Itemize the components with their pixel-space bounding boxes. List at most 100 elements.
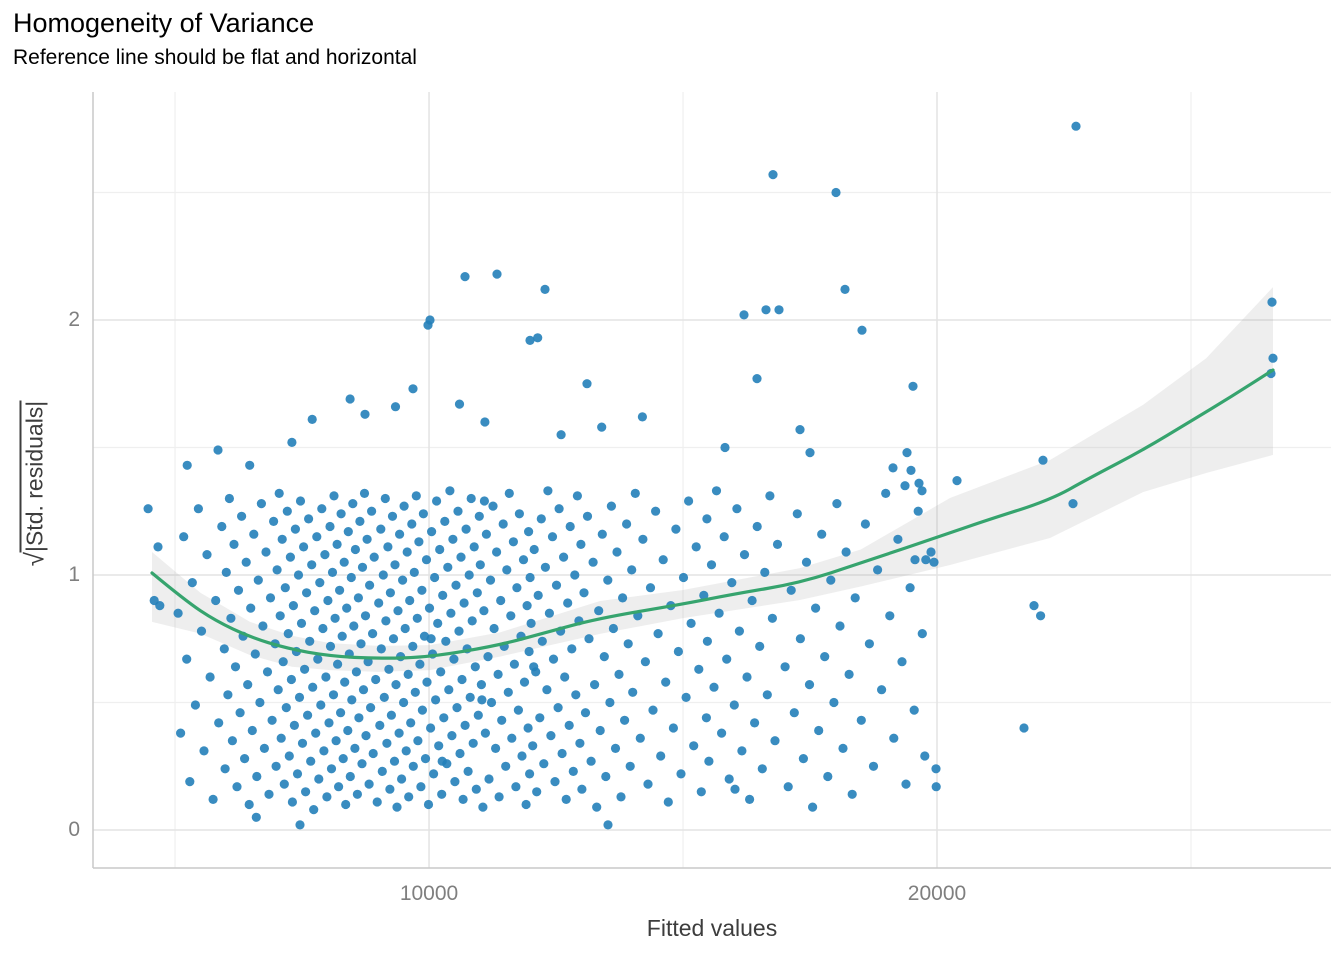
data-point [811,603,821,613]
data-point [333,659,343,669]
data-point [409,567,419,578]
data-point [143,504,153,514]
data-point [480,728,490,738]
data-point [714,608,724,618]
y-tick-label: 2 [68,307,80,331]
data-point [473,710,483,720]
data-point [258,621,268,631]
data-point [727,578,737,588]
data-point [349,621,359,631]
data-point [897,657,907,667]
data-point [1038,455,1048,465]
data-point [267,715,277,725]
data-point [287,797,297,807]
data-point [877,685,887,695]
data-point [921,555,931,565]
data-point [408,761,418,771]
data-point [440,516,450,527]
data-point [398,575,408,585]
data-point [213,445,223,455]
data-point [717,728,727,738]
data-point [561,794,571,805]
data-point [910,555,920,565]
data-point [701,713,712,723]
data-point [314,774,324,784]
data-point [399,697,409,708]
data-point [820,652,830,662]
data-point [584,634,594,644]
data-point [277,534,287,544]
data-point [243,680,253,690]
data-point [347,695,357,705]
data-point [737,746,747,756]
data-point [801,557,812,567]
data-point [389,756,400,766]
data-point [594,606,604,616]
data-point [374,598,384,608]
data-point [755,641,765,652]
data-point [468,738,478,748]
data-point [742,672,752,682]
data-point [301,787,311,797]
data-point [661,677,671,687]
data-point [509,659,519,669]
data-point [342,603,352,613]
x-tick-label: 10000 [399,882,459,905]
data-point [576,539,586,550]
data-point [560,672,570,682]
data-point [353,593,363,603]
data-point [559,552,569,562]
data-point [438,590,448,601]
data-point [381,616,391,626]
data-point [371,674,381,685]
data-point [1268,353,1278,363]
data-point [588,557,598,567]
data-point [315,578,325,588]
data-point [441,636,451,646]
data-point [772,539,783,550]
data-point [747,595,757,606]
data-point [774,305,784,315]
data-point [557,748,567,759]
data-point [280,583,290,593]
data-point [850,593,860,603]
data-point [893,534,903,544]
data-point [306,756,316,766]
data-point [844,669,854,680]
data-point [501,761,511,771]
data-point [405,595,415,606]
data-point [494,792,504,802]
data-point [410,687,420,697]
data-point [792,509,802,519]
data-point [570,570,580,580]
data-point [422,677,432,687]
data-point [283,629,293,639]
data-point [339,557,349,567]
data-point [722,654,732,664]
data-point [653,629,663,639]
data-point [702,514,712,524]
data-point [336,509,346,519]
data-point [465,692,475,703]
data-point [628,687,638,697]
data-point [789,708,799,718]
data-point [704,756,714,766]
data-point [902,448,912,458]
data-point [913,506,923,516]
data-point [208,794,218,805]
data-point [360,409,370,419]
data-point [321,672,331,682]
data-point [345,394,355,404]
data-point [308,682,318,692]
data-point [542,685,552,695]
data-point [536,514,546,524]
data-point [319,746,329,756]
data-point [533,590,543,601]
data-point [888,463,898,473]
data-point [905,583,915,593]
data-point [376,524,386,534]
data-point [223,690,233,700]
data-point [489,623,499,634]
data-point [847,789,857,799]
data-point [638,534,648,544]
